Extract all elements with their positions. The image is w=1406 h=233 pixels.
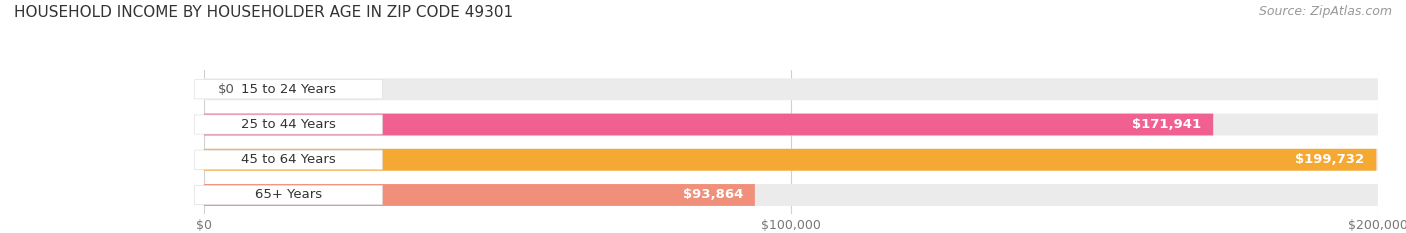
- Text: HOUSEHOLD INCOME BY HOUSEHOLDER AGE IN ZIP CODE 49301: HOUSEHOLD INCOME BY HOUSEHOLDER AGE IN Z…: [14, 5, 513, 20]
- FancyBboxPatch shape: [204, 184, 1378, 206]
- Text: $171,941: $171,941: [1132, 118, 1202, 131]
- FancyBboxPatch shape: [194, 115, 382, 134]
- FancyBboxPatch shape: [204, 114, 1213, 135]
- Text: $0: $0: [218, 83, 235, 96]
- Text: 45 to 64 Years: 45 to 64 Years: [240, 153, 336, 166]
- FancyBboxPatch shape: [194, 150, 382, 169]
- Text: 65+ Years: 65+ Years: [254, 188, 322, 202]
- FancyBboxPatch shape: [204, 78, 1378, 100]
- Text: 15 to 24 Years: 15 to 24 Years: [240, 83, 336, 96]
- FancyBboxPatch shape: [204, 184, 755, 206]
- Text: $93,864: $93,864: [683, 188, 744, 202]
- FancyBboxPatch shape: [204, 114, 1378, 135]
- FancyBboxPatch shape: [204, 149, 1378, 171]
- FancyBboxPatch shape: [194, 80, 382, 99]
- FancyBboxPatch shape: [194, 185, 382, 205]
- Text: 25 to 44 Years: 25 to 44 Years: [240, 118, 336, 131]
- FancyBboxPatch shape: [204, 149, 1376, 171]
- Text: Source: ZipAtlas.com: Source: ZipAtlas.com: [1258, 5, 1392, 18]
- Text: $199,732: $199,732: [1295, 153, 1365, 166]
